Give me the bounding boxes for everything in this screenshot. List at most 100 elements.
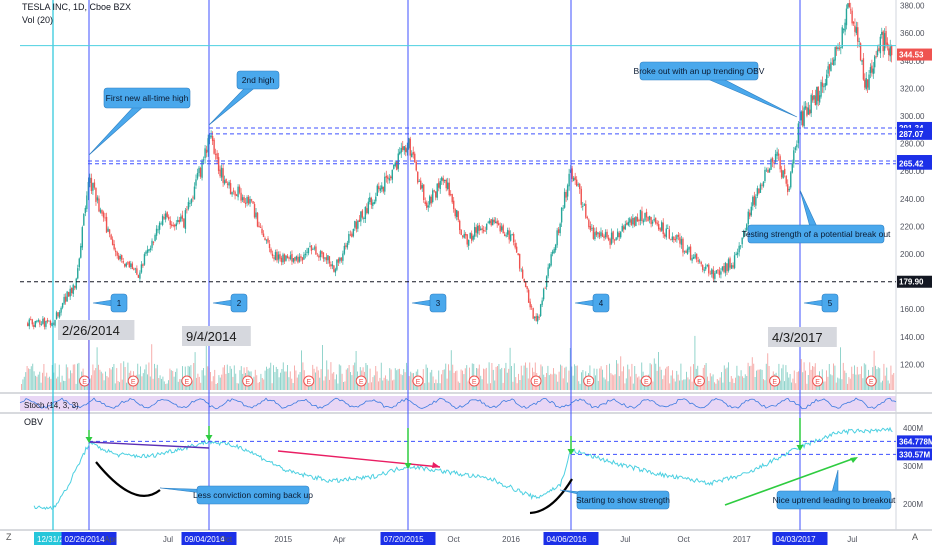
- stoch-legend[interactable]: Stoch (14, 3, 3): [24, 401, 79, 410]
- volume-bar: [518, 374, 519, 390]
- volume-bar: [329, 380, 330, 390]
- candle-body: [269, 244, 270, 248]
- volume-bar: [339, 364, 340, 390]
- candle-body: [520, 270, 521, 271]
- candle-body: [423, 185, 424, 200]
- volume-bar: [287, 365, 288, 390]
- candle-body: [150, 248, 151, 250]
- volume-bar: [711, 376, 712, 390]
- volume-bar: [683, 380, 684, 391]
- candle-body: [413, 152, 414, 155]
- candle-body: [738, 246, 739, 253]
- volume-bar: [489, 362, 490, 390]
- candle-body: [239, 187, 240, 193]
- volume-bar: [27, 366, 28, 390]
- volume-bar: [568, 371, 569, 390]
- candle-body: [803, 107, 804, 126]
- candle-body: [717, 270, 718, 271]
- timezone-z-label[interactable]: Z: [6, 532, 12, 542]
- candle-body: [71, 288, 72, 293]
- candle-body: [763, 182, 764, 187]
- candle-body: [719, 270, 720, 275]
- candle-body: [120, 256, 121, 259]
- volume-bar: [704, 365, 705, 390]
- volume-bar: [848, 377, 849, 390]
- volume-bar: [750, 366, 751, 390]
- auto-scale-toggle[interactable]: A: [912, 532, 918, 542]
- candle-body: [216, 153, 217, 159]
- volume-bar: [41, 383, 42, 390]
- candle-body: [818, 86, 819, 100]
- volume-bar: [636, 374, 637, 390]
- volume-bar: [454, 373, 455, 390]
- candle-body: [147, 250, 148, 253]
- candle-body: [282, 255, 283, 263]
- candle-body: [620, 232, 621, 238]
- volume-bar: [199, 377, 200, 390]
- candle-body: [459, 221, 460, 230]
- volume-bar: [788, 378, 789, 390]
- candle-body: [329, 256, 330, 263]
- candle-body: [682, 239, 683, 253]
- volume-bar: [214, 370, 215, 390]
- volume-bar: [286, 372, 287, 391]
- volume-bar: [620, 356, 621, 390]
- callout-first-high-text: First new all-time high: [106, 93, 189, 103]
- earnings-marker-label: E: [82, 379, 87, 386]
- volume-bar: [748, 363, 749, 390]
- symbol-legend[interactable]: TESLA INC, 1D, Cboe BZX: [22, 2, 131, 12]
- volume-bar: [552, 374, 553, 390]
- volume-bar: [760, 369, 761, 390]
- volume-bar: [388, 381, 389, 390]
- volume-bar: [582, 370, 583, 390]
- candle-body: [825, 83, 826, 86]
- volume-bar: [595, 375, 596, 390]
- earnings-marker-label: E: [644, 379, 649, 386]
- candle-body: [41, 324, 42, 325]
- candle-body: [593, 227, 594, 239]
- candle-body: [805, 106, 806, 108]
- candle-body: [552, 252, 553, 254]
- volume-bar: [59, 365, 60, 390]
- volume-bar: [315, 373, 316, 391]
- candle-body: [177, 220, 178, 222]
- volume-bar: [490, 383, 491, 390]
- candle-body: [664, 235, 665, 237]
- candle-body: [38, 320, 39, 321]
- candle-body: [76, 279, 77, 289]
- obv-legend[interactable]: OBV: [24, 417, 43, 427]
- volume-bar: [764, 380, 765, 390]
- candle-body: [822, 83, 823, 87]
- candle-body: [526, 286, 527, 289]
- candle-body: [670, 239, 671, 240]
- volume-bar: [378, 381, 379, 390]
- candle-body: [769, 169, 770, 173]
- volume-bar: [382, 381, 383, 391]
- marker-flag-5-text: 5: [828, 299, 833, 308]
- volume-bar: [279, 377, 280, 390]
- candle-body: [335, 269, 336, 272]
- candle-body: [236, 195, 237, 196]
- candle-body: [840, 47, 841, 48]
- candle-body: [858, 41, 859, 42]
- candle-body: [707, 265, 708, 266]
- candle-body: [434, 190, 435, 191]
- volume-bar: [479, 365, 480, 390]
- candle-body: [590, 226, 591, 230]
- candle-body: [82, 227, 83, 247]
- volume-bar: [172, 371, 173, 390]
- candle-body: [635, 217, 636, 226]
- candle-body: [63, 297, 64, 304]
- candle-body: [227, 184, 228, 185]
- candle-body: [36, 321, 37, 322]
- candle-body: [875, 56, 876, 57]
- candle-body: [45, 321, 46, 327]
- volume-bar: [650, 363, 651, 390]
- volume-legend[interactable]: Vol (20): [22, 15, 53, 25]
- candle-body: [162, 216, 163, 225]
- candle-body: [808, 108, 809, 115]
- candle-body: [652, 222, 653, 224]
- volume-bar: [403, 369, 404, 390]
- volume-bar: [689, 379, 690, 390]
